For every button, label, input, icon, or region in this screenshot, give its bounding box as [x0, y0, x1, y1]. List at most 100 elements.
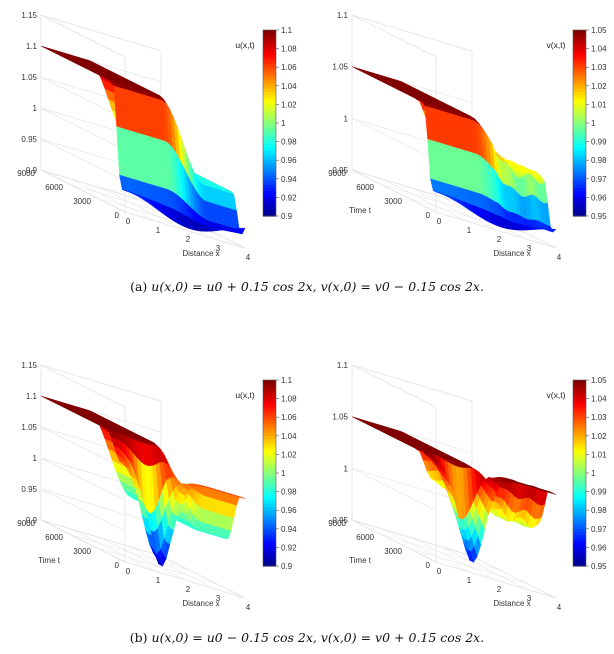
colorbar-tick-label: 0.96 [281, 506, 297, 515]
colorbar-band [263, 212, 276, 217]
surface-patch [548, 228, 557, 233]
colorbar-tick-label: 0.95 [591, 212, 607, 221]
colorbar-tick-label: 1.05 [591, 26, 607, 35]
colorbar: 1.1 1.08 1.06 1.04 1.02 1 0.98 0.96 0.94 0.92 0.9 [262, 376, 297, 571]
z-tick-label: 1.15 [21, 361, 37, 370]
colorbar-band [573, 82, 586, 87]
x-tick-label: 1 [156, 226, 161, 235]
z-gridline [40, 488, 162, 532]
caption-a-math: u(x,0) = u0 + 0.15 cos 2x, v(x,0) = v0 −… [151, 279, 484, 294]
colorbar-tick-label: 1.06 [281, 413, 297, 422]
x-gridline [411, 187, 497, 231]
z-tick-label: 0.9 [26, 516, 38, 525]
x-gridline [441, 546, 527, 590]
x-gridline [471, 555, 557, 599]
colorbar-band [263, 160, 276, 164]
colorbar-band [573, 119, 586, 124]
colorbar-band [263, 123, 276, 127]
colorbar-tick-label: 1.02 [281, 100, 297, 109]
caption-b: (b) u(x,0) = u0 − 0.15 cos 2x, v(x,0) = … [0, 630, 614, 645]
plot-title: v(x,t) [547, 40, 566, 50]
caption-a: (a) u(x,0) = u0 + 0.15 cos 2x, v(x,0) = … [0, 279, 614, 294]
colorbar-band [573, 154, 586, 158]
colorbar-band [263, 110, 276, 115]
t-gridline [124, 211, 246, 249]
colorbar-band [573, 36, 586, 40]
colorbar: 1.05 1.04 1.03 1.02 1.01 1 0.99 0.98 0.97 0.96 0.9… [572, 26, 607, 221]
x-tick-label: 2 [497, 585, 502, 594]
t-gridline [351, 169, 473, 207]
colorbar-tick-label: 0.94 [281, 525, 297, 534]
colorbar-band [573, 76, 586, 81]
t-tick-label: 6000 [45, 533, 63, 542]
colorbar-band [573, 67, 586, 71]
colorbar-tick-label: 1.02 [591, 432, 607, 441]
colorbar-band [263, 144, 276, 149]
colorbar-band [263, 98, 276, 102]
colorbar-band [573, 144, 586, 149]
x-tick-label: 2 [186, 585, 191, 594]
colorbar-band [263, 48, 276, 53]
z-tick-label: 1 [344, 464, 349, 473]
colorbar-band [573, 33, 586, 37]
t-gridline [96, 547, 218, 585]
z-tick-label: 0.95 [332, 166, 348, 175]
colorbar-band [263, 76, 276, 81]
z-tick-label: 1.1 [26, 42, 38, 51]
colorbar-band [573, 147, 586, 152]
t-tick-label: 0 [115, 211, 120, 220]
colorbar-band [263, 154, 276, 158]
colorbar-band [263, 36, 276, 40]
colorbar-band [263, 126, 276, 130]
t-tick-label: 3000 [73, 547, 91, 556]
surface-mesh [40, 395, 246, 567]
x-tick-label: 1 [467, 576, 472, 585]
x-gridline [411, 537, 497, 581]
colorbar-band [573, 45, 586, 50]
colorbar-band [263, 132, 276, 136]
colorbar-tick-label: 0.99 [591, 138, 607, 147]
z-tick-label: 1.05 [332, 63, 348, 72]
z-tick-label: 1.05 [21, 73, 37, 82]
colorbar-tick-label: 0.9 [281, 562, 293, 571]
colorbar-band [573, 206, 586, 211]
colorbar-band [263, 141, 276, 146]
colorbar-tick-label: 1 [281, 469, 286, 478]
colorbar-tick-label: 1 [591, 119, 596, 128]
colorbar-band [573, 194, 586, 198]
colorbar-tick-label: 1.03 [591, 413, 607, 422]
colorbar-band [263, 107, 276, 112]
colorbar-band [263, 30, 276, 34]
z-tick-label: 1.15 [21, 11, 37, 20]
colorbar-band [573, 200, 586, 205]
colorbar-tick-label: 1.05 [591, 376, 607, 385]
colorbar-band [573, 191, 586, 195]
colorbar-band [263, 135, 276, 140]
z-tick-label: 1 [33, 104, 38, 113]
colorbar-band [263, 129, 276, 133]
x-gridline [351, 169, 437, 213]
colorbar-band [573, 181, 586, 186]
plot-title: v(x,t) [547, 390, 566, 400]
colorbar-band [263, 95, 276, 99]
x-tick-label: 0 [437, 567, 442, 576]
x-gridline [100, 187, 186, 231]
colorbar-tick-label: 1.02 [591, 82, 607, 91]
colorbar-band [573, 138, 586, 143]
x-axis-label: Distance x [493, 599, 530, 608]
z-gridline [40, 14, 162, 58]
colorbar-band [263, 188, 276, 192]
z-tick-label: 1.05 [21, 423, 37, 432]
colorbar-tick-label: 1.02 [281, 450, 297, 459]
colorbar-band [263, 92, 276, 96]
colorbar-tick-label: 0.98 [281, 138, 297, 147]
colorbar-band [263, 70, 276, 74]
colorbar-tick-label: 1.03 [591, 63, 607, 72]
colorbar-band [263, 113, 276, 118]
colorbar-band [263, 67, 276, 71]
colorbar-band [573, 116, 586, 121]
colorbar-tick-label: 1.1 [281, 376, 293, 385]
x-gridline [381, 178, 467, 222]
